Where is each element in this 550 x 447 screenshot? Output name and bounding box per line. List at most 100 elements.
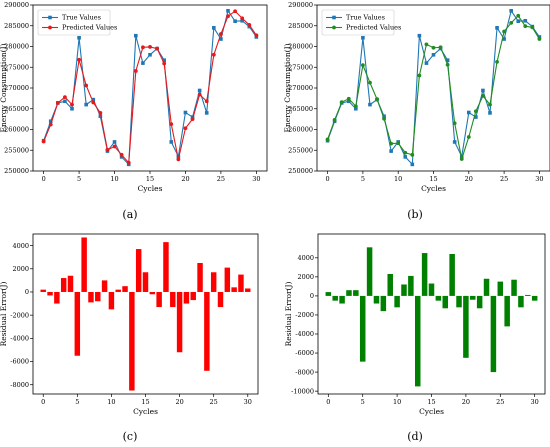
predicted-value-point: [91, 100, 96, 105]
residual-bar: [142, 272, 149, 292]
predicted-value-point: [141, 45, 145, 50]
x-tick-label: 15: [427, 398, 435, 406]
residual-bar: [176, 291, 183, 353]
predicted-value-point: [176, 157, 181, 162]
true-value-point: [98, 114, 103, 119]
predicted-value-point: [438, 45, 443, 50]
residual-bar: [129, 291, 135, 391]
legend-square-marker: [332, 15, 336, 20]
residual-bar: [245, 288, 251, 292]
y-tick-label: 0: [310, 292, 314, 300]
residual-bar: [190, 291, 196, 301]
true-value-point: [368, 102, 372, 107]
predicted-value-point: [459, 157, 464, 161]
y-tick-label: 280000: [4, 43, 29, 51]
true-value-point: [389, 149, 393, 153]
true-value-point: [346, 99, 351, 104]
predicted-value-point: [84, 83, 89, 88]
predicted-value-point: [41, 139, 46, 144]
residual-bar: [504, 295, 510, 327]
predicted-value-point: [211, 52, 216, 57]
y-tick-label: -6000: [295, 349, 314, 357]
y-tick-label: -4000: [10, 335, 29, 343]
predicted-value-point: [382, 116, 386, 121]
predicted-value-point: [233, 9, 237, 14]
y-axis-label: Residual Error(J): [0, 282, 8, 347]
x-axis-label: Cycles: [421, 184, 446, 193]
y-tick-label: -8000: [295, 368, 314, 376]
true-value-point: [537, 35, 542, 39]
residual-bar: [463, 295, 469, 358]
y-tick-label: 260000: [288, 126, 313, 134]
predicted-value-point: [375, 97, 379, 102]
residual-bar: [149, 291, 156, 295]
panel-label-a: (a): [122, 208, 137, 221]
true-value-point: [467, 110, 471, 115]
y-axis-label: Residual Error(J): [284, 282, 293, 347]
predicted-value-point: [445, 62, 450, 67]
residual-bar: [359, 295, 366, 362]
predicted-value-point: [332, 118, 337, 122]
predicted-value-point: [346, 96, 351, 101]
y-tick-label: 285000: [4, 22, 29, 30]
legend-square-marker: [48, 15, 52, 20]
residual-bar: [135, 249, 142, 292]
residual-bar: [197, 262, 203, 292]
x-tick-label: 20: [465, 175, 473, 183]
residual-bar: [156, 291, 162, 308]
predicted-value-point: [155, 46, 159, 51]
y-tick-label: -6000: [10, 358, 29, 366]
residual-bar: [531, 295, 538, 301]
predicted-value-point: [466, 135, 471, 139]
panel-a-chart: 0 5 10 15 20 25 30 250000 255000 260000 265000 2700…: [0, 1, 268, 193]
true-value-point: [354, 106, 358, 111]
predicted-value-point: [509, 20, 514, 25]
true-value-point: [240, 18, 244, 23]
residual-bar: [231, 287, 237, 292]
true-value-point: [233, 19, 237, 23]
true-value-point: [495, 26, 499, 30]
residual-bar: [210, 272, 217, 292]
predicted-value-point: [190, 117, 195, 122]
true-value-point: [112, 140, 117, 144]
residual-bar: [163, 242, 169, 292]
predicted-value-point: [360, 63, 365, 68]
x-tick-label: 5: [361, 175, 365, 183]
true-value-point: [169, 140, 174, 144]
predicted-value-point: [112, 144, 117, 149]
true-value-point: [516, 19, 521, 23]
y-tick-label: 0: [25, 288, 29, 296]
true-value-point: [48, 119, 53, 123]
residual-bar: [373, 295, 380, 304]
residual-bar: [95, 291, 101, 302]
residual-bar: [456, 295, 462, 308]
true-value-point: [417, 33, 422, 38]
residual-bar: [40, 289, 46, 292]
residual-bar: [497, 281, 504, 296]
predicted-value-point: [530, 25, 535, 30]
residual-bar: [470, 295, 476, 300]
x-tick-label: 15: [141, 398, 149, 406]
residual-bar: [81, 237, 87, 292]
predicted-value-point: [98, 111, 103, 115]
y-tick-label: 265000: [4, 105, 29, 113]
x-tick-label: 30: [531, 398, 539, 406]
x-tick-label: 0: [41, 398, 45, 406]
residual-bar: [394, 295, 400, 308]
residual-bar: [408, 275, 414, 296]
true-value-point: [212, 26, 216, 30]
predicted-value-point: [339, 100, 344, 105]
x-tick-label: 10: [110, 175, 118, 183]
predicted-value-point: [70, 102, 74, 107]
predicted-value-point: [516, 13, 521, 18]
true-value-point: [382, 114, 386, 119]
x-tick-label: 0: [326, 398, 330, 406]
predicted-value-point: [133, 69, 138, 73]
predicted-value-point: [431, 45, 436, 50]
panel-b-chart: 0 5 10 15 20 25 30 250000 255000 260000 265000 2700…: [283, 1, 550, 193]
predicted-value-point: [396, 141, 401, 146]
y-tick-label: -2000: [10, 311, 29, 319]
x-tick-label: 25: [496, 398, 504, 406]
true-value-point: [509, 9, 513, 13]
x-tick-label: 15: [429, 175, 437, 183]
